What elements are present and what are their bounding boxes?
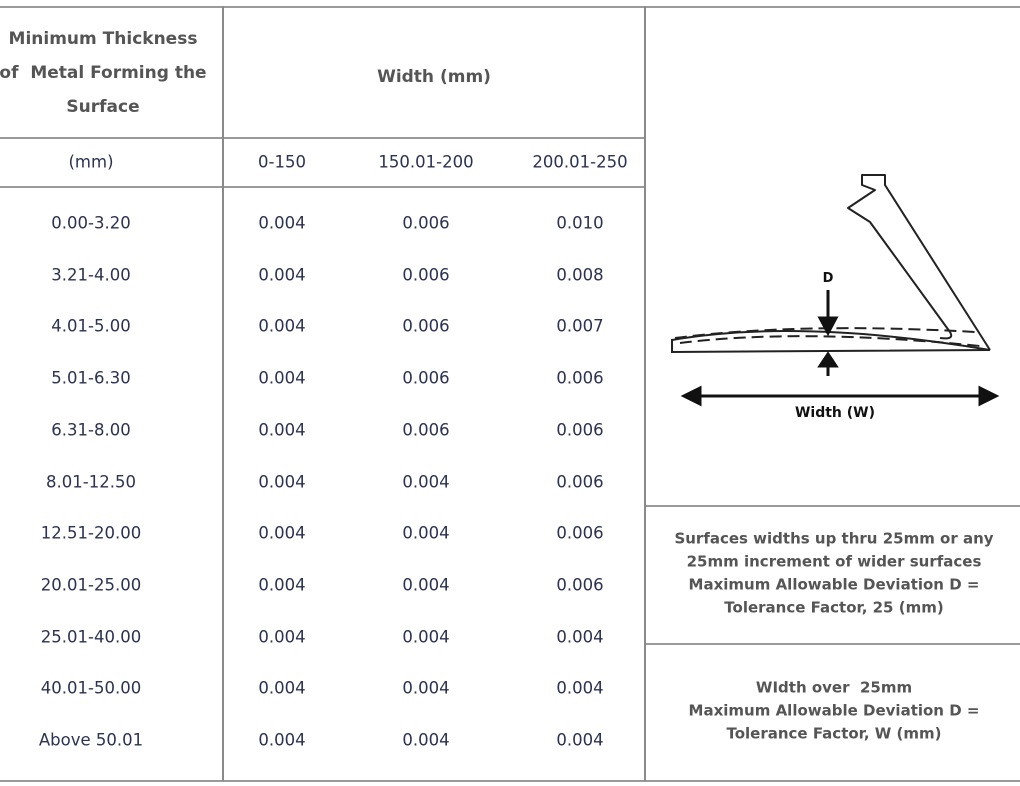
cell: 20.01-25.00 [40,575,142,595]
column-header: 0-150 [258,152,306,172]
cell: 0.004 [402,627,450,647]
cell: 0.008 [556,265,604,285]
cell: 0.006 [556,472,604,491]
cell: 0.006 [556,575,604,595]
cell: 0.004 [258,678,306,698]
cell: 0.004 [402,730,450,750]
column-header: (mm) [68,152,114,172]
cell: 0.004 [258,316,306,336]
cell: 0.004 [258,730,306,750]
cell: 0.006 [556,368,604,388]
cell: 25.01-40.00 [40,627,142,647]
header-text: Minimum Thickness [8,29,198,49]
cell: 0.004 [402,575,450,595]
rule [644,6,646,781]
cell: 0.004 [556,678,604,698]
rule [0,186,645,188]
rule [645,505,1020,507]
cell: 0.004 [556,730,604,750]
cell: Above 50.01 [38,730,144,750]
cell: 5.01-6.30 [51,368,131,388]
cell: 0.004 [402,523,450,543]
note-text: Tolerance Factor, W (mm) [726,724,942,743]
cell: 0.010 [556,213,604,233]
cell: 0.004 [258,213,306,233]
cell: 0.00-3.20 [51,213,131,233]
cell: 0.007 [556,316,604,336]
cell: 0.006 [402,213,450,233]
cell: 0.006 [402,368,450,388]
note-text: Tolerance Factor, 25 (mm) [724,598,944,616]
note-text: Maximum Allowable Deviation D = [688,575,980,593]
diagram-label: Width (W) [795,405,875,421]
cell: 0.006 [402,420,450,440]
cell: 0.004 [258,523,306,543]
cell: 0.004 [402,678,450,698]
cell: 0.004 [556,627,604,647]
border [0,6,1020,8]
diagram-label: D [823,271,834,286]
cell: 3.21-4.00 [51,265,131,285]
border [0,780,1020,782]
header-text: Surface [66,97,140,117]
cell: 40.01-50.00 [40,678,142,698]
rule [0,137,645,139]
cell: 6.31-8.00 [51,420,131,440]
rule [222,6,224,781]
cell: 12.51-20.00 [40,523,142,543]
rule [645,643,1020,645]
header-text: of Metal Forming the [0,63,207,83]
column-header: 200.01-250 [532,152,628,172]
cell: 8.01-12.50 [46,472,136,491]
cell: 0.004 [258,575,306,595]
header-text: Width (mm) [377,67,491,87]
note-text: Surfaces widths up thru 25mm or any [674,529,994,547]
cell: 0.004 [258,368,306,388]
cell: 4.01-5.00 [51,316,131,336]
cell: 0.006 [556,420,604,440]
note-text: Maximum Allowable Deviation D = [688,701,980,720]
cell: 0.004 [258,265,306,285]
cell: 0.006 [402,265,450,285]
cell: 0.004 [258,627,306,647]
cell: 0.004 [258,420,306,440]
column-header: 150.01-200 [378,152,474,172]
cell: 0.004 [402,472,450,491]
note-text: WIdth over 25mm [755,678,913,697]
cell: 0.006 [556,523,604,543]
note-text: 25mm increment of wider surfaces [686,552,982,570]
cell: 0.006 [402,316,450,336]
cell: 0.004 [258,472,306,491]
